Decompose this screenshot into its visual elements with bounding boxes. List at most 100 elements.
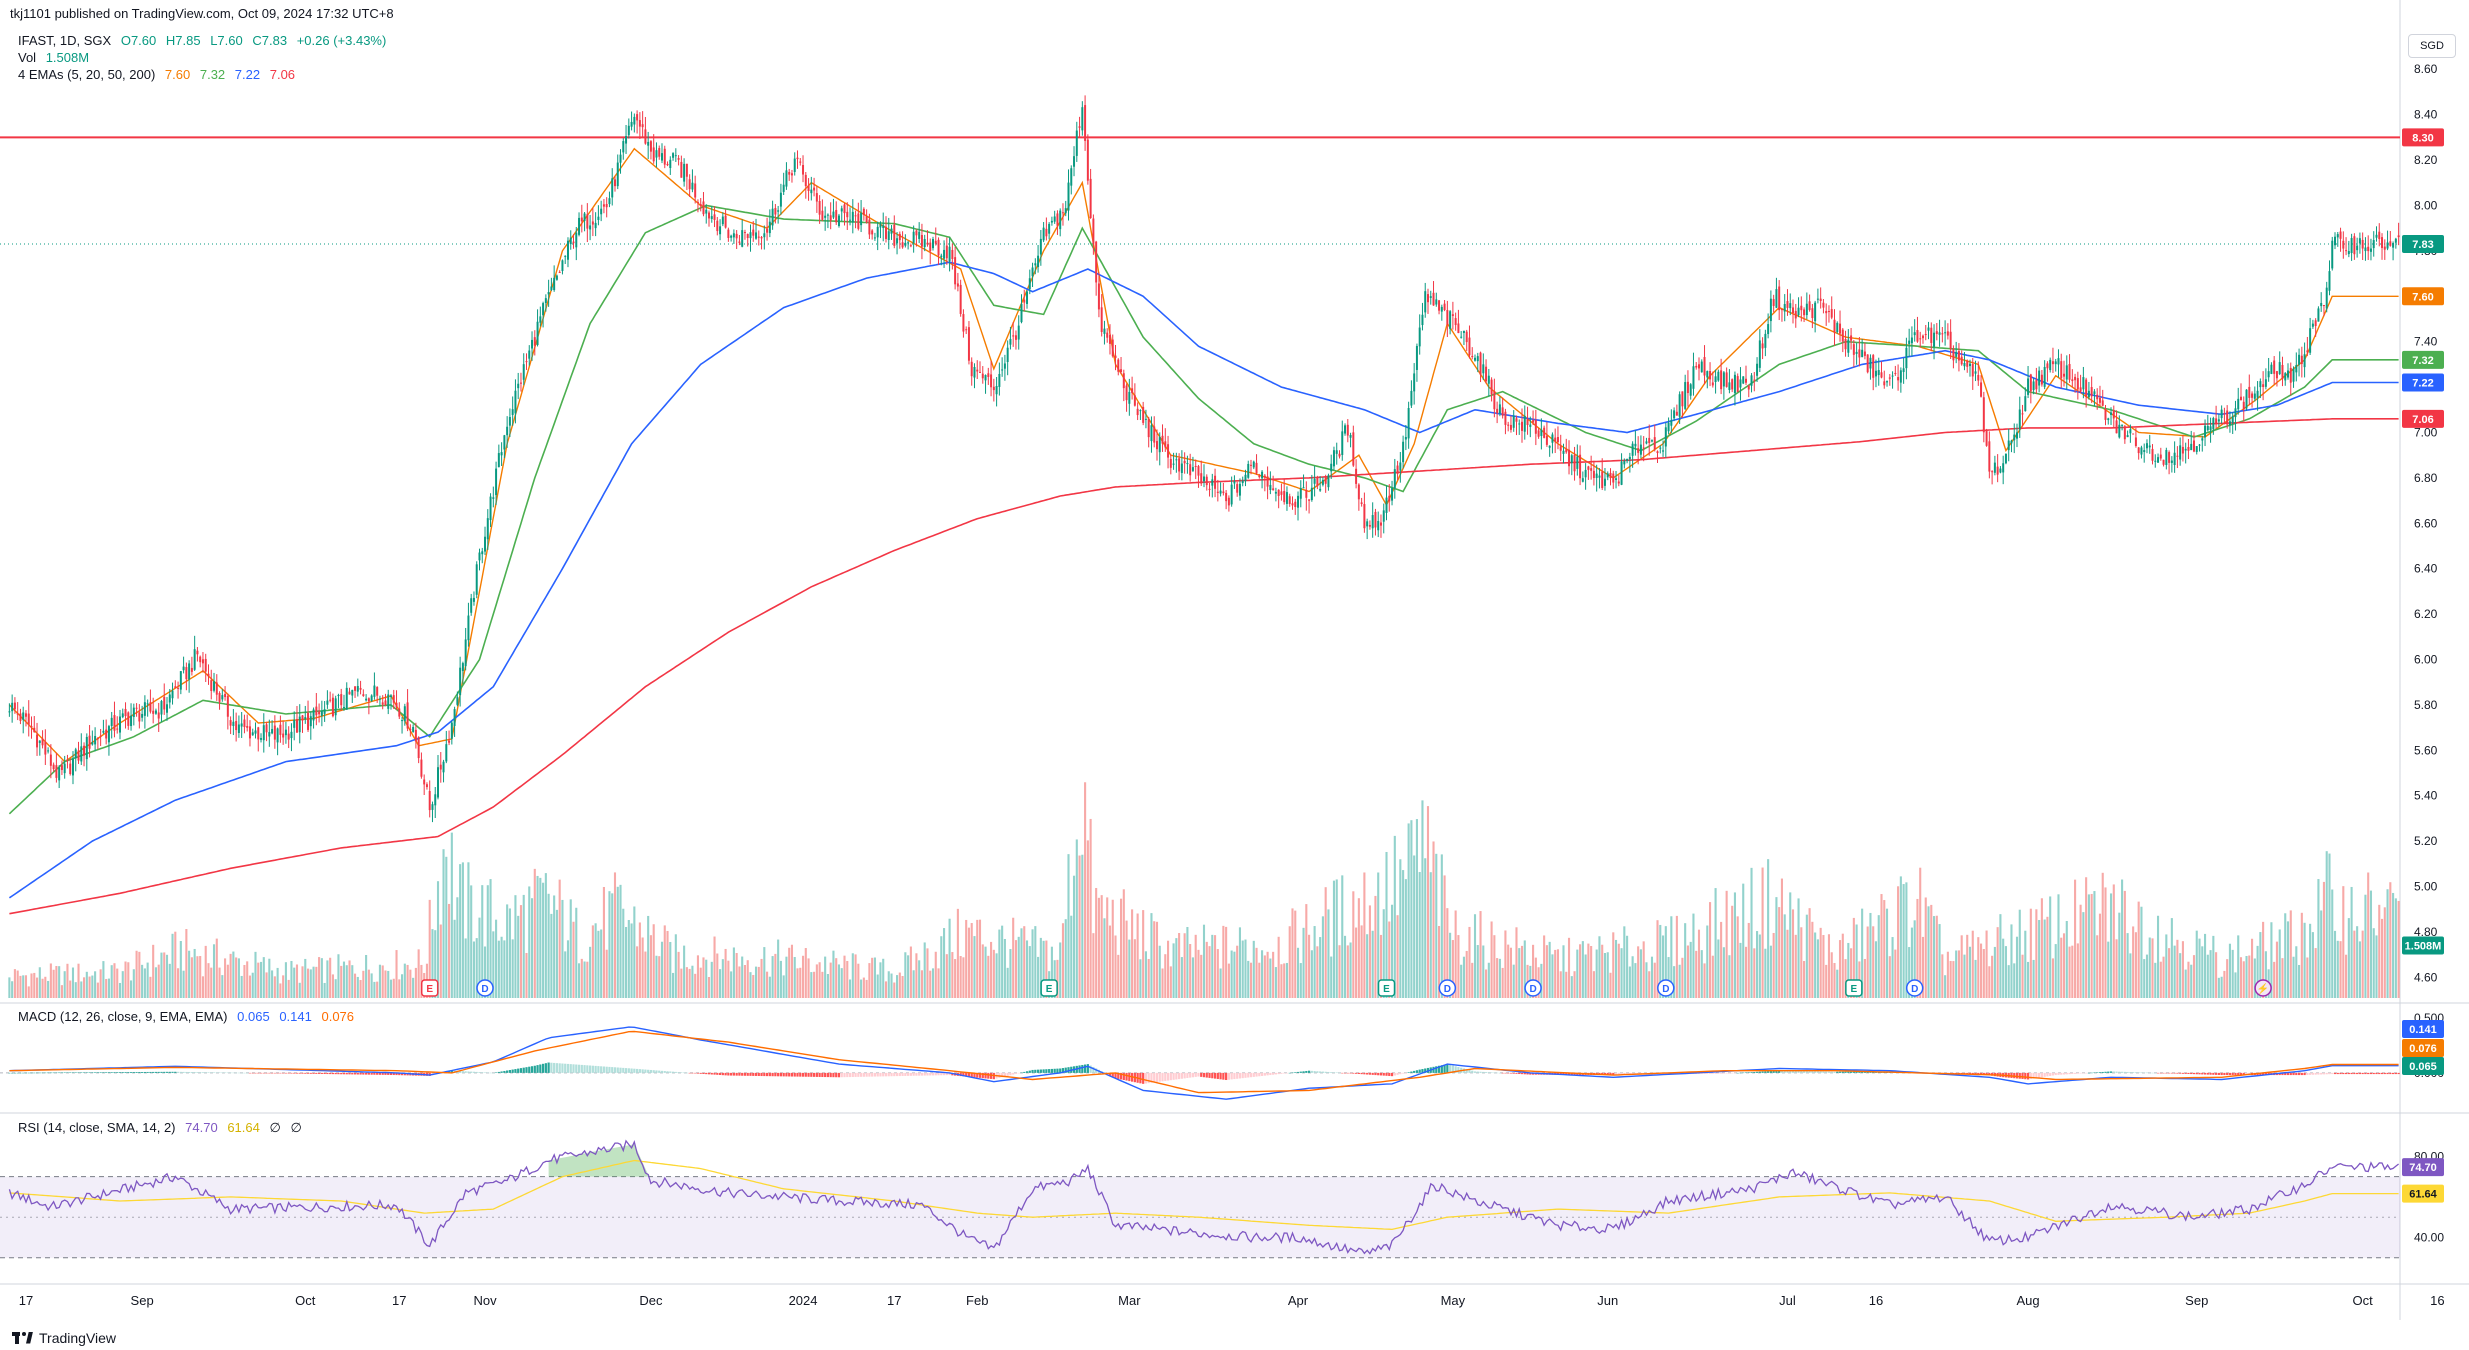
macd-histogram-bar <box>1468 1069 1471 1073</box>
candle-body <box>1147 419 1150 438</box>
candle <box>743 229 746 240</box>
macd-histogram-bar <box>2364 1072 2367 1075</box>
macd-histogram-bar <box>1816 1071 1820 1073</box>
macd-histogram-bar <box>865 1072 868 1077</box>
candle <box>1988 431 1991 479</box>
candle-body <box>190 667 193 672</box>
volume-bar <box>2068 946 2071 998</box>
macd-label[interactable]: MACD (12, 26, close, 9, EMA, EMA) <box>18 1009 228 1024</box>
candle <box>2328 260 2331 296</box>
macd-histogram-bar <box>1830 1071 1833 1073</box>
volume-bar <box>472 941 476 998</box>
candle-body <box>1957 351 1960 361</box>
volume-bar <box>506 904 509 998</box>
macd-histogram-bar <box>1769 1071 1772 1073</box>
macd-histogram-bar <box>1307 1070 1311 1073</box>
macd-histogram-bar <box>1418 1069 1421 1073</box>
macd-histogram-bar <box>1401 1072 1405 1074</box>
candle <box>1733 371 1736 406</box>
candle <box>970 357 973 386</box>
candle-body <box>1808 301 1811 310</box>
candle-body <box>2204 425 2207 438</box>
macd-histogram-bar <box>1747 1072 1750 1073</box>
macd-histogram-bar <box>74 1072 77 1073</box>
volume-bar <box>1316 946 1319 998</box>
candle-body <box>1830 309 1833 318</box>
price-tick-label: 6.80 <box>2414 471 2438 485</box>
symbol-label[interactable]: IFAST, 1D, SGX <box>18 33 112 48</box>
candle <box>141 705 144 722</box>
volume-bar <box>807 958 810 998</box>
candle-body <box>1048 223 1051 234</box>
volume-bar <box>569 899 572 998</box>
volume-bar <box>1803 960 1806 998</box>
candle-body <box>705 209 708 214</box>
candle-body <box>566 240 569 260</box>
candle-body <box>508 416 511 426</box>
volume-bar <box>276 967 279 998</box>
candle-body <box>1045 228 1048 237</box>
candle-body <box>2165 450 2168 465</box>
candle-body <box>461 663 464 672</box>
macd-histogram-bar <box>655 1070 658 1073</box>
candle-body <box>602 204 605 207</box>
volume-bar <box>1136 913 1139 998</box>
macd-histogram-bar <box>1440 1065 1443 1073</box>
volume-bar <box>1454 910 1457 998</box>
price-tick-label: 5.80 <box>2414 698 2438 712</box>
candle-body <box>163 696 166 710</box>
candle-body <box>204 658 207 672</box>
candle <box>484 526 487 555</box>
rsi-label[interactable]: RSI (14, close, SMA, 14, 2) <box>18 1120 176 1135</box>
candle-body <box>271 729 274 734</box>
candle-body <box>196 650 199 655</box>
price-tick-label: 6.40 <box>2414 562 2438 576</box>
macd-histogram-bar <box>2096 1072 2099 1073</box>
candle-body <box>1250 464 1253 466</box>
candle-body <box>1379 522 1382 526</box>
candle <box>384 693 387 707</box>
candle-body <box>2118 424 2121 438</box>
macd-histogram-bar <box>978 1072 982 1078</box>
candle <box>492 486 495 508</box>
macd-histogram-bar <box>1562 1072 1565 1075</box>
macd-histogram-bar <box>146 1071 149 1073</box>
currency-selector[interactable]: SGD <box>2408 34 2456 58</box>
candle-body <box>2317 308 2320 322</box>
volume-bar <box>135 950 138 998</box>
candle-body <box>884 226 887 239</box>
candle-body <box>2184 448 2187 451</box>
volume-label[interactable]: Vol <box>18 50 37 65</box>
macd-histogram-bar <box>1349 1072 1352 1074</box>
volume-bar <box>649 935 652 998</box>
macd-histogram-bar <box>2281 1072 2284 1076</box>
macd-histogram-bar <box>1114 1072 1117 1079</box>
macd-histogram-bar <box>320 1072 323 1074</box>
macd-histogram-bar <box>934 1072 937 1076</box>
volume-bar <box>58 966 61 998</box>
volume-bar <box>1968 946 1972 998</box>
candle <box>915 229 918 247</box>
volume-bar <box>2273 961 2276 998</box>
macd-histogram-bar <box>1775 1070 1778 1073</box>
candle <box>495 461 498 505</box>
volume-bar <box>271 970 274 998</box>
tradingview-brand[interactable]: TradingView <box>12 1330 116 1346</box>
macd-histogram-bar <box>1797 1071 1800 1073</box>
candle <box>174 680 177 689</box>
candle-body <box>843 204 846 214</box>
volume-bar <box>237 958 240 998</box>
ema-label[interactable]: 4 EMAs (5, 20, 50, 200) <box>18 67 156 82</box>
macd-histogram-bar <box>154 1071 158 1073</box>
candle-body <box>1399 462 1402 471</box>
candle-body <box>312 709 315 721</box>
rsi-tick-label: 40.00 <box>2414 1230 2444 1244</box>
candle-body <box>1001 369 1004 371</box>
candle-body <box>2309 328 2312 353</box>
macd-histogram-bar <box>2046 1072 2049 1077</box>
candle-body <box>2063 373 2066 377</box>
candle <box>1153 416 1156 448</box>
candle-body <box>2361 239 2364 249</box>
macd-histogram-bar <box>165 1071 169 1073</box>
